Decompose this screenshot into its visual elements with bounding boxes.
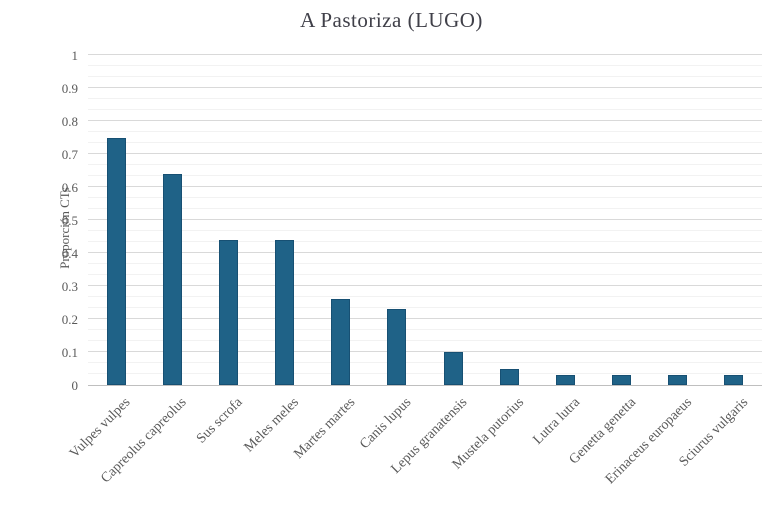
y-tick-label: 1 (71, 48, 79, 63)
minor-gridline (88, 208, 762, 209)
bar-canis-lupus (387, 309, 407, 385)
minor-gridline (88, 274, 762, 275)
minor-gridline (88, 197, 762, 198)
y-tick-label: 0.1 (61, 345, 78, 360)
chart-title: A Pastoriza (LUGO) (300, 8, 483, 32)
minor-gridline (88, 109, 762, 110)
major-gridline (88, 285, 762, 286)
major-gridline (88, 120, 762, 121)
bar-mustela-putorius (499, 368, 519, 385)
minor-gridline (88, 340, 762, 341)
major-gridline (88, 318, 762, 319)
minor-gridline (88, 230, 762, 231)
major-gridline (88, 252, 762, 253)
x-tick-label: Canis lupus (357, 395, 415, 453)
minor-gridline (88, 263, 762, 264)
plot-area (88, 54, 762, 386)
major-gridline (88, 186, 762, 187)
bar-genetta-genetta (612, 375, 632, 385)
bar-meles-meles (275, 239, 295, 385)
minor-gridline (88, 373, 762, 374)
y-tick-label: 0.4 (61, 246, 78, 261)
minor-gridline (88, 164, 762, 165)
minor-gridline (88, 175, 762, 176)
major-gridline (88, 153, 762, 154)
minor-gridline (88, 307, 762, 308)
minor-gridline (88, 362, 762, 363)
x-tick-label: Meles meles (241, 395, 303, 456)
minor-gridline (88, 241, 762, 242)
bar-martes-martes (331, 299, 351, 385)
bar-lepus-granatensis (443, 352, 463, 385)
x-axis-line (88, 385, 762, 386)
major-gridline (88, 219, 762, 220)
major-gridline (88, 351, 762, 352)
bar-sciurus-vulgaris (724, 375, 744, 385)
major-gridline (88, 87, 762, 88)
y-tick-label: 0 (71, 378, 79, 393)
bar-vulpes-vulpes (106, 137, 126, 385)
bar-lutra-lutra (555, 375, 575, 385)
major-gridline (88, 54, 762, 55)
y-tick-label: 0.6 (61, 180, 78, 195)
x-tick-label: Sus scrofa (194, 395, 247, 447)
minor-gridline (88, 98, 762, 99)
bar-capreolus-capreolus (162, 173, 182, 385)
y-tick-label: 0.2 (61, 312, 78, 327)
minor-gridline (88, 142, 762, 143)
minor-gridline (88, 131, 762, 132)
bar-erinaceus-europaeus (668, 375, 688, 385)
minor-gridline (88, 65, 762, 66)
minor-gridline (88, 76, 762, 77)
minor-gridline (88, 296, 762, 297)
y-tick-label: 0.9 (61, 81, 78, 96)
y-tick-label: 0.7 (61, 147, 78, 162)
y-tick-label: 0.3 (61, 279, 78, 294)
bar-sus-scrofa (218, 239, 238, 385)
minor-gridline (88, 329, 762, 330)
x-tick-label: Lutra lutra (530, 395, 584, 448)
y-tick-label: 0.8 (61, 114, 78, 129)
y-tick-label: 0.5 (61, 213, 78, 228)
